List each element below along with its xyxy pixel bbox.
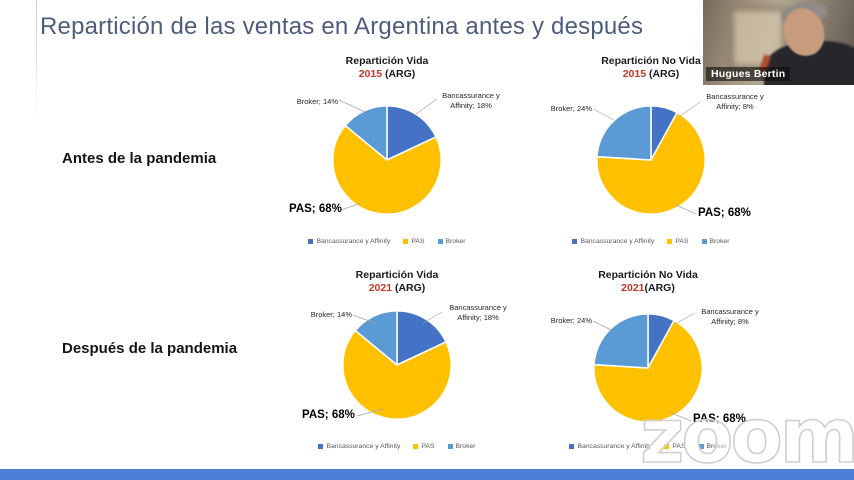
chart-title-line2: 2021 (ARG) bbox=[287, 282, 507, 295]
pie-chart-no-vida-2021: Repartición No Vida 2021(ARG) Broker; 24… bbox=[527, 266, 769, 466]
pie-chart-vida-2015: Repartición Vida 2015 (ARG) Broker; 14% … bbox=[277, 52, 500, 254]
callout-broker: Broker; 24% bbox=[550, 316, 592, 325]
legend-swatch-bancassurance bbox=[572, 239, 578, 244]
pie-graphic bbox=[594, 103, 708, 217]
chart-year: 2015 bbox=[358, 68, 383, 80]
chart-title-line1: Repartición Vida bbox=[355, 269, 439, 281]
chart-region: (ARG) bbox=[382, 68, 416, 80]
legend-item: PAS bbox=[664, 443, 686, 450]
pie-graphic bbox=[340, 308, 454, 422]
legend-swatch-pas bbox=[403, 239, 409, 244]
chart-legend: Bancassurance y Affinity PAS Broker bbox=[530, 238, 772, 245]
chart-legend: Bancassurance y Affinity PAS Broker bbox=[527, 443, 769, 450]
legend-swatch-bancassurance bbox=[318, 444, 324, 449]
legend-item: Bancassurance y Affinity bbox=[318, 443, 400, 450]
chart-title-line2: 2015 (ARG) bbox=[530, 68, 772, 81]
chart-title: Repartición No Vida 2021(ARG) bbox=[527, 269, 769, 295]
legend-swatch-pas bbox=[664, 444, 670, 449]
bottom-banner-bar bbox=[0, 469, 854, 480]
legend-item: PAS bbox=[403, 238, 425, 245]
chart-title-line1: Repartición Vida bbox=[345, 55, 429, 67]
chart-title-line1: Repartición No Vida bbox=[598, 269, 698, 281]
legend-swatch-broker bbox=[447, 444, 453, 449]
callout-broker: Broker; 14% bbox=[310, 310, 352, 319]
chart-year: 2015 bbox=[622, 68, 647, 80]
legend-swatch-bancassurance bbox=[308, 239, 314, 244]
legend-item: Broker bbox=[701, 238, 730, 245]
legend-item: Broker bbox=[437, 238, 466, 245]
slide-left-edge bbox=[36, 0, 37, 120]
legend-swatch-broker bbox=[698, 444, 704, 449]
chart-title-line2: 2015 (ARG) bbox=[277, 68, 497, 81]
legend-item: PAS bbox=[667, 238, 689, 245]
chart-title: Repartición Vida 2021 (ARG) bbox=[287, 269, 507, 295]
webcam-video: Hugues Bertin bbox=[703, 0, 854, 85]
callout-bancassurance: Bancassurance y Affinity; 8% bbox=[706, 92, 764, 111]
callout-bancassurance: Bancassurance y Affinity; 18% bbox=[449, 303, 507, 322]
chart-title-line2: 2021(ARG) bbox=[527, 282, 769, 295]
speaker-name-tag: Hugues Bertin bbox=[706, 67, 791, 81]
callout-pas: PAS; 68% bbox=[302, 409, 355, 421]
legend-item: Broker bbox=[698, 443, 727, 450]
legend-item: Broker bbox=[447, 443, 476, 450]
chart-legend: Bancassurance y Affinity PAS Broker bbox=[287, 443, 507, 450]
chart-region: (ARG) bbox=[644, 282, 675, 294]
row-label-after-pandemic: Después de la pandemia bbox=[62, 340, 238, 357]
callout-bancassurance: Bancassurance y Affinity; 18% bbox=[442, 91, 500, 110]
legend-swatch-bancassurance bbox=[569, 444, 575, 449]
chart-year: 2021 bbox=[621, 282, 645, 294]
legend-item: Bancassurance y Affinity bbox=[308, 238, 390, 245]
legend-item: PAS bbox=[413, 443, 435, 450]
chart-year: 2021 bbox=[368, 282, 393, 294]
zoom-watermark: zoom bbox=[639, 391, 854, 480]
legend-item: Bancassurance y Affinity bbox=[572, 238, 654, 245]
pie-chart-vida-2021: Repartición Vida 2021 (ARG) Broker; 14% … bbox=[287, 266, 507, 466]
callout-broker: Broker; 24% bbox=[550, 104, 592, 113]
chart-title: Repartición No Vida 2015 (ARG) bbox=[530, 55, 772, 81]
legend-item: Bancassurance y Affinity bbox=[569, 443, 651, 450]
chart-region: (ARG) bbox=[392, 282, 426, 294]
chart-legend: Bancassurance y Affinity PAS Broker bbox=[277, 238, 497, 245]
callout-broker: Broker; 14% bbox=[296, 97, 338, 106]
chart-title-line1: Repartición No Vida bbox=[601, 55, 701, 67]
chart-title: Repartición Vida 2015 (ARG) bbox=[277, 55, 497, 81]
callout-pas: PAS; 68% bbox=[693, 413, 746, 425]
chart-region: (ARG) bbox=[646, 68, 680, 80]
row-label-before-pandemic: Antes de la pandemia bbox=[62, 150, 217, 167]
legend-swatch-pas bbox=[667, 239, 673, 244]
slide-title: Repartición de las ventas en Argentina a… bbox=[40, 13, 644, 40]
legend-swatch-broker bbox=[437, 239, 443, 244]
callout-bancassurance: Bancassurance y Affinity; 8% bbox=[701, 307, 759, 326]
callout-pas: PAS; 68% bbox=[698, 207, 751, 219]
pie-chart-no-vida-2015: Repartición No Vida 2015 (ARG) Broker; 2… bbox=[530, 52, 772, 254]
pie-graphic bbox=[330, 103, 444, 217]
callout-pas: PAS; 68% bbox=[289, 203, 342, 215]
legend-swatch-broker bbox=[701, 239, 707, 244]
legend-swatch-pas bbox=[413, 444, 419, 449]
